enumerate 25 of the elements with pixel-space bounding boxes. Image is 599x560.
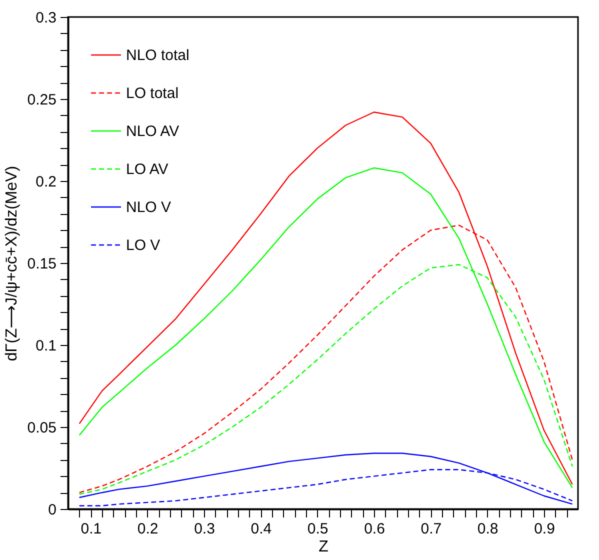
legend-label: LO AV xyxy=(126,161,168,178)
line-series xyxy=(78,452,573,505)
y-tick-label: 0.3 xyxy=(36,10,56,26)
legend-label: LO V xyxy=(126,237,160,254)
y-tick-label: 0.2 xyxy=(36,174,56,190)
y-tick-label: 0.15 xyxy=(27,256,56,272)
y-tick-label: 0.25 xyxy=(27,92,56,108)
legend-label: NLO AV xyxy=(126,123,180,140)
legend-label: NLO total xyxy=(126,47,190,64)
y-axis-title: dΓ(Z⟶J/ψ+cc̄+X)/dz(MeV) xyxy=(3,166,20,362)
x-tick-label: 0.7 xyxy=(420,520,442,538)
x-tick-label: 0.2 xyxy=(137,520,158,538)
legend-label: NLO V xyxy=(126,199,172,216)
y-tick-label: 0 xyxy=(48,502,56,518)
x-axis-title: Z xyxy=(318,538,329,556)
x-tick-label: 0.5 xyxy=(307,520,328,538)
x-tick-label: 0.3 xyxy=(194,520,215,538)
y-tick-label: 0.05 xyxy=(27,420,56,436)
y-tick-label: 0.1 xyxy=(36,338,56,354)
x-tick-label: 0.6 xyxy=(364,520,385,538)
x-tick-label: 0.8 xyxy=(477,520,498,538)
x-tick-label: 0.1 xyxy=(80,520,102,538)
x-tick-label: 0.9 xyxy=(534,520,555,538)
legend-label: LO total xyxy=(126,85,179,102)
x-tick-label: 0.4 xyxy=(250,520,272,538)
